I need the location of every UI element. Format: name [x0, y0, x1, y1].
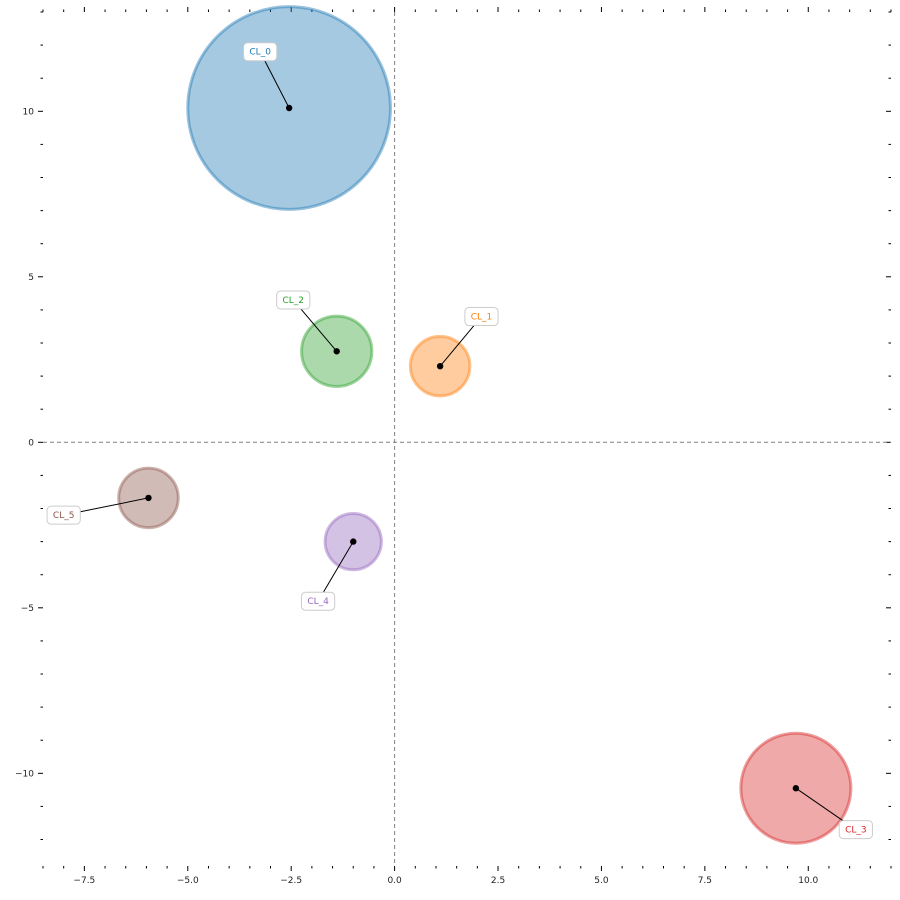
- y-tick-label: 0: [28, 438, 34, 448]
- y-tick-label: 5: [28, 273, 34, 283]
- axes: −7.5 −5.0 −2.5 0.0 2.5 5.0 7.5 10.0 −10 −5 0 5 10: [15, 7, 892, 886]
- cluster-labels: CL_0 CL_1 CL_2 CL_3 CL_4 CL_5: [46, 42, 873, 840]
- cl-4-leader-line: [317, 541, 354, 602]
- y-tick-label: 10: [23, 107, 35, 117]
- x-tick-label: 0.0: [387, 876, 402, 886]
- x-tick-label: 2.5: [491, 876, 505, 886]
- y-tick-label: −5: [21, 604, 34, 614]
- cl-2-label: CL_2: [282, 296, 304, 306]
- cl-0-label: CL_0: [249, 48, 271, 58]
- cl-3-label-box: [838, 820, 873, 840]
- x-tick-label: 5.0: [594, 876, 609, 886]
- x-tick-label: 10.0: [798, 876, 818, 886]
- x-tick-label: 7.5: [698, 876, 712, 886]
- cl-4-label-box: [300, 591, 336, 611]
- cl-2-label-box: [276, 290, 311, 310]
- cl-5-label-box: [46, 505, 81, 525]
- y-tick-label: −10: [15, 769, 34, 779]
- cl-1-label: CL_1: [471, 313, 493, 323]
- cl-4-label: CL_4: [307, 597, 329, 607]
- cl-3-label: CL_3: [845, 826, 867, 836]
- cl-0-label-box: [243, 42, 278, 62]
- reference-lines: [43, 12, 891, 866]
- cl-1-label-box: [464, 307, 499, 327]
- clusters: [117, 5, 853, 845]
- x-tick-label: −5.0: [177, 876, 199, 886]
- x-tick-label: −7.5: [73, 876, 95, 886]
- cl-5-label: CL_5: [53, 511, 75, 521]
- x-tick-label: −2.5: [280, 876, 302, 886]
